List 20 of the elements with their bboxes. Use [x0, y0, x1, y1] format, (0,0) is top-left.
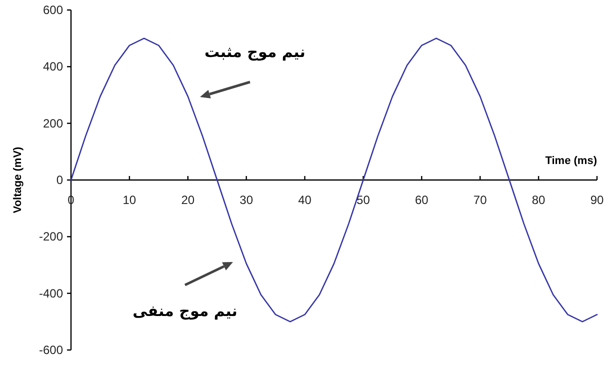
y-tick-label: 600: [42, 3, 64, 17]
y-tick-label: -200: [38, 230, 64, 244]
x-tick-label: 30: [240, 193, 254, 207]
x-tick-label: 60: [414, 193, 429, 207]
x-tick-label: 20: [181, 193, 195, 207]
y-tick-label: -400: [38, 286, 64, 300]
y-tick-label: -600: [38, 343, 64, 357]
x-tick-label: 70: [473, 193, 488, 207]
x-tick-label: 40: [298, 193, 312, 207]
x-tick-label: 90: [590, 193, 604, 207]
y-axis-title: Voltage (mV): [12, 146, 24, 214]
annotation: نیم موج مثبت: [204, 43, 306, 61]
y-tick-label: 0: [56, 173, 64, 187]
y-tick-label: 200: [42, 116, 64, 130]
y-tick-label: 400: [42, 60, 64, 74]
x-tick-label: 80: [532, 193, 546, 207]
x-tick-label: 50: [356, 193, 370, 207]
annotation: نیم موج منفی: [132, 302, 238, 320]
x-axis-title: Time (ms): [545, 155, 598, 167]
x-tick-label: 10: [122, 193, 136, 207]
